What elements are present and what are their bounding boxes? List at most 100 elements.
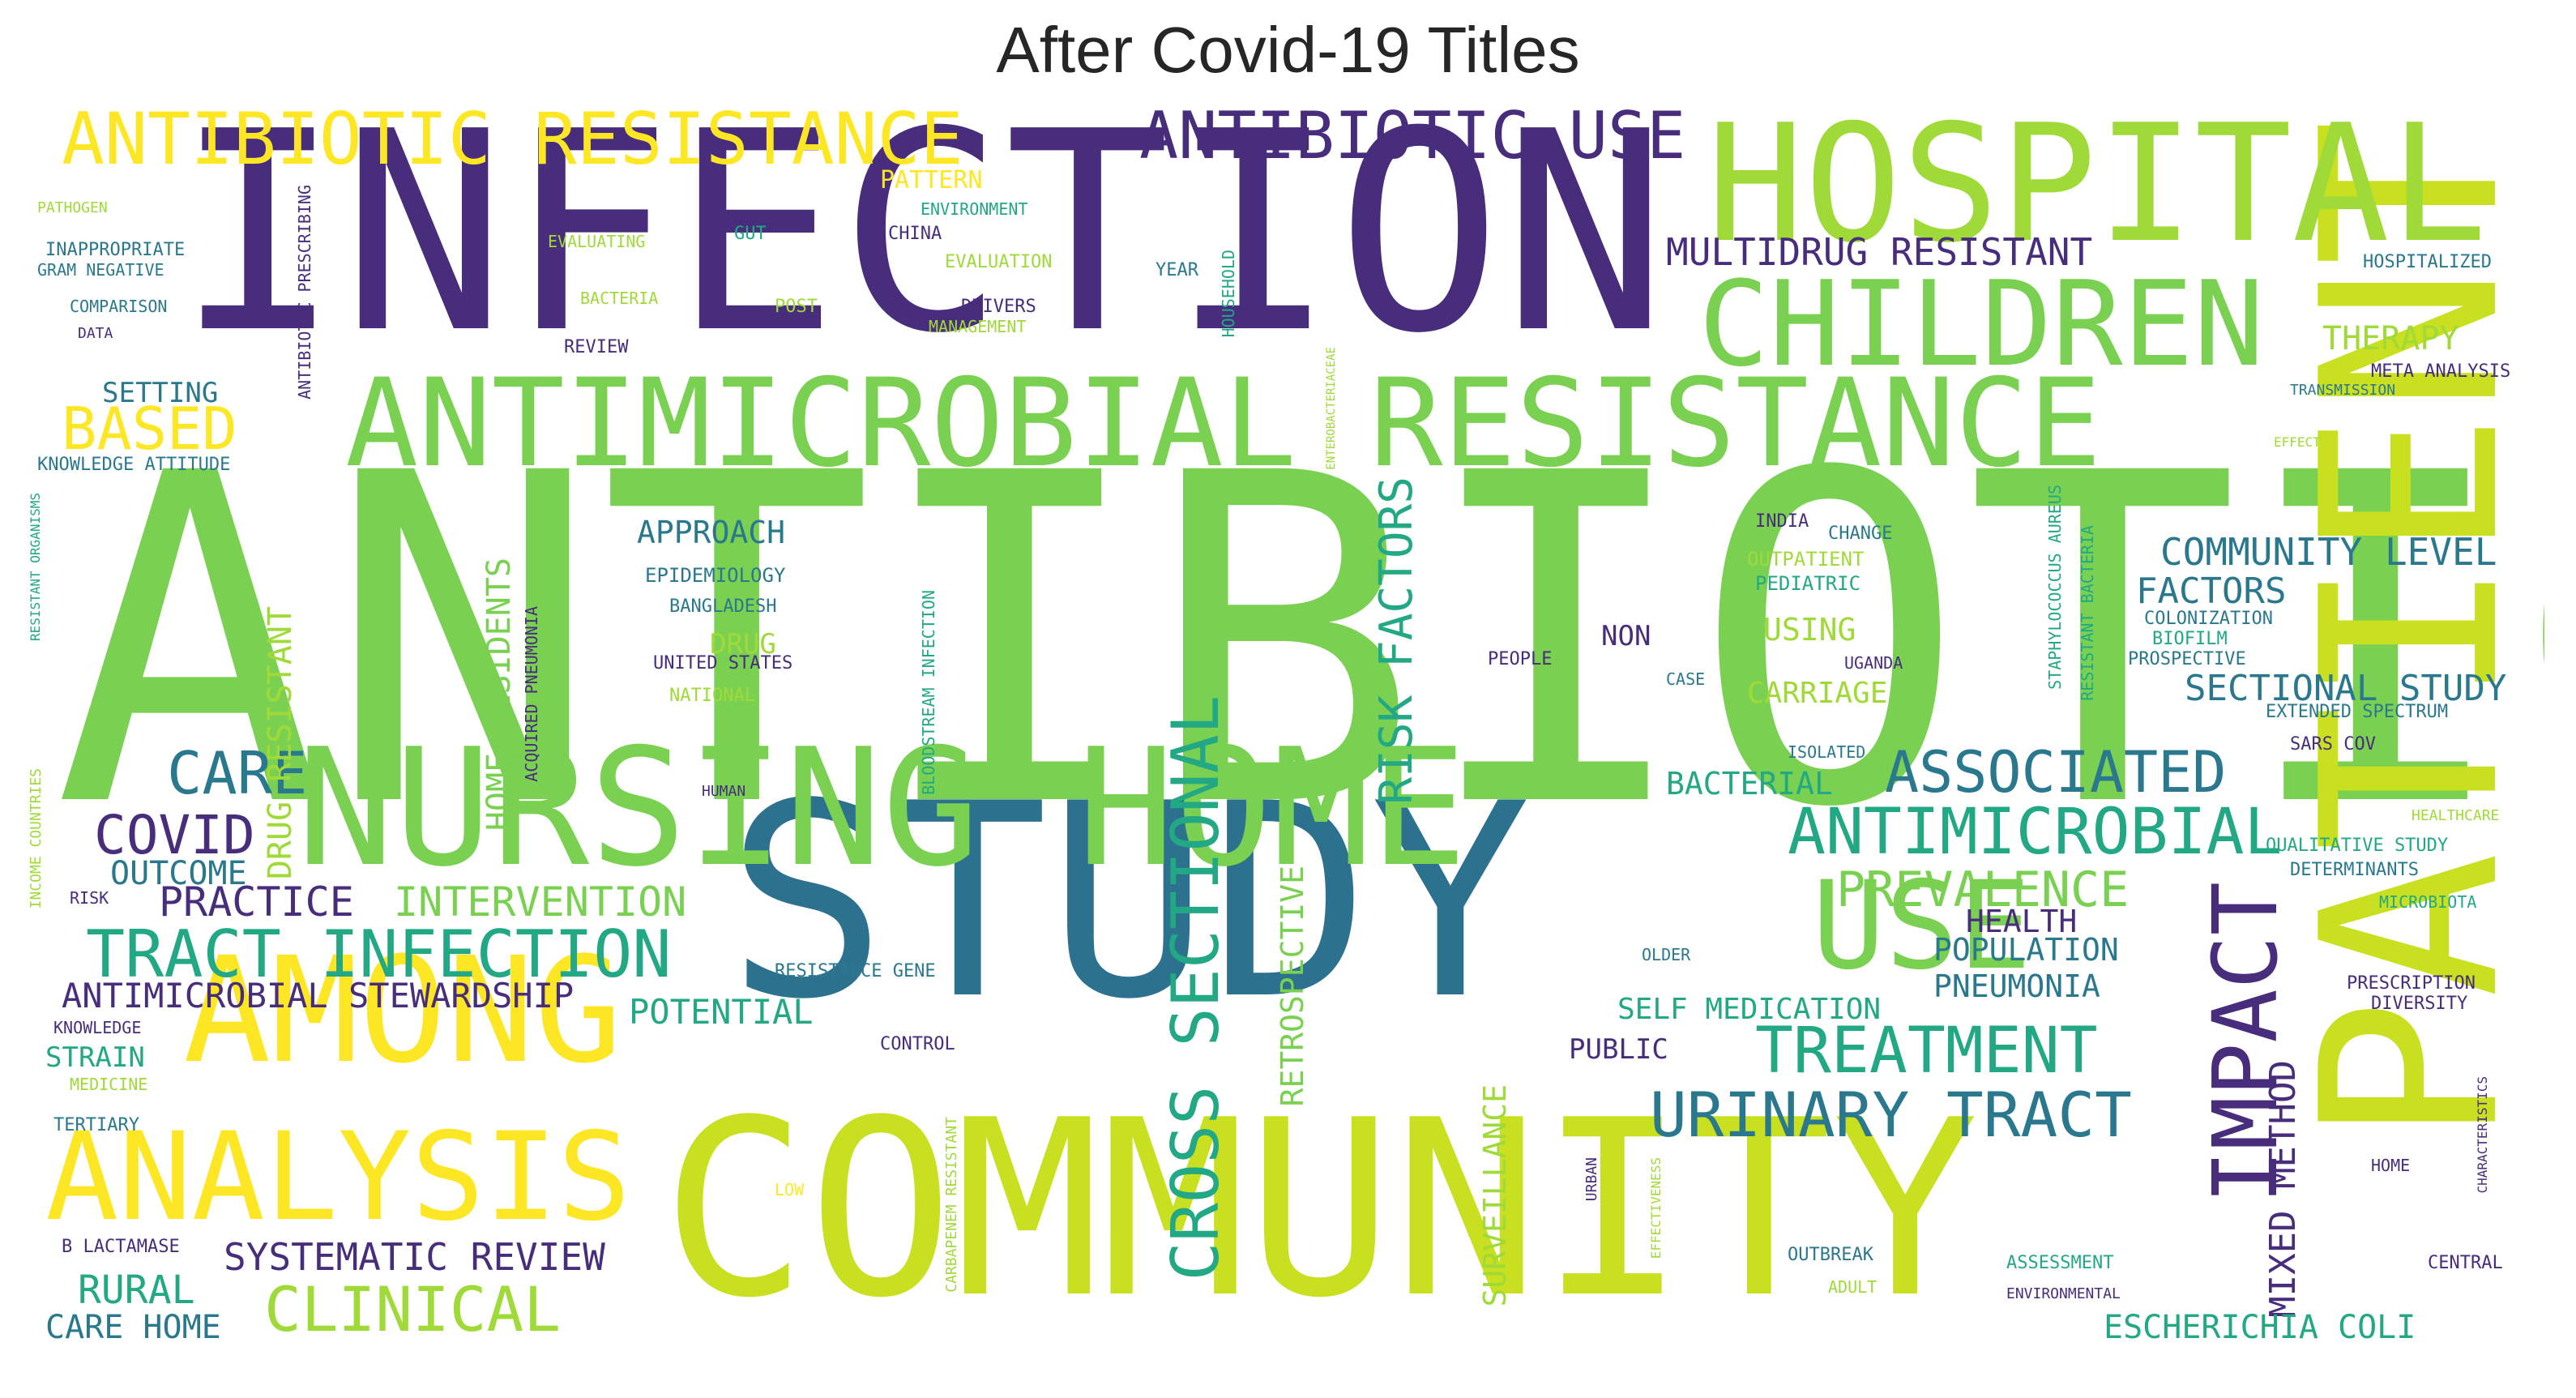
cloud-word: CHANGE: [1828, 524, 1893, 544]
cloud-word: SARS COV: [2290, 734, 2376, 755]
cloud-word: ISOLATED: [1788, 742, 1866, 762]
cloud-word: SYSTEMATIC REVIEW: [224, 1235, 605, 1279]
cloud-word: PEOPLE: [1488, 649, 1553, 669]
cloud-word: MANAGEMENT: [929, 317, 1027, 336]
cloud-word: PROSPECTIVE: [2128, 649, 2246, 669]
cloud-word: DRUG RESISTANT: [262, 606, 299, 880]
cloud-word: EXTENDED SPECTRUM: [2266, 702, 2449, 722]
cloud-word: COMMUNITY: [661, 1068, 1979, 1351]
cloud-word: COLONIZATION: [2144, 609, 2273, 629]
cloud-word: MULTIDRUG RESISTANT: [1666, 230, 2093, 274]
cloud-word: THERAPY: [2322, 320, 2459, 357]
cloud-word: NON: [1601, 620, 1651, 652]
cloud-word: EVALUATION: [945, 252, 1053, 272]
cloud-word: TERTIARY: [53, 1115, 139, 1135]
cloud-word: INFECTION: [175, 104, 1668, 394]
cloud-word: UNITED STATES: [653, 653, 793, 673]
cloud-word: HEALTHCARE: [2412, 807, 2500, 824]
cloud-word: POPULATION: [1933, 932, 2119, 968]
cloud-word: ASSOCIATED: [1885, 739, 2227, 806]
cloud-word: SELF MEDICATION: [1617, 993, 1882, 1026]
cloud-word: PATHOGEN: [37, 199, 108, 216]
cloud-word: TRANSMISSION: [2290, 382, 2396, 399]
cloud-word: ENVIRONMENT: [921, 199, 1028, 219]
cloud-word: STRAIN: [45, 1041, 145, 1074]
cloud-word: MICROBIOTA: [2379, 892, 2477, 912]
cloud-word: PUBLIC: [1569, 1033, 1668, 1066]
cloud-word: HOME RESIDENTS: [481, 558, 518, 832]
cloud-word: CROSS SECTIONAL: [1158, 695, 1233, 1281]
cloud-word: HUMAN: [702, 783, 746, 800]
cloud-word: MEDICINE: [70, 1075, 148, 1094]
cloud-word: RESISTANT ORGANISMS: [29, 493, 43, 642]
cloud-word: ANTIMICROBIAL: [1788, 796, 2283, 869]
cloud-word: PRESCRIPTION: [2347, 973, 2476, 994]
cloud-word: SECTIONAL STUDY: [2185, 668, 2507, 709]
cloud-word: BASED: [62, 395, 237, 463]
cloud-word: DRUG: [710, 628, 776, 661]
cloud-word: CARRIAGE: [1747, 677, 1888, 710]
cloud-word: ENVIRONMENTAL: [2006, 1285, 2121, 1302]
cloud-word: ANTIMICROBIAL STEWARDSHIP: [62, 976, 575, 1015]
cloud-word: CHILDREN: [1698, 256, 2265, 393]
cloud-word: MIXED METHOD: [2262, 1060, 2304, 1318]
cloud-word: ANTIMICROBIAL RESISTANCE: [345, 353, 2102, 494]
cloud-word: NATIONAL: [669, 686, 755, 706]
cloud-word: PATTERN: [880, 166, 983, 195]
cloud-word: RURAL: [78, 1268, 195, 1313]
cloud-word: BANGLADESH: [669, 596, 777, 617]
cloud-word: SETTING: [102, 377, 219, 409]
cloud-word: DIVERSITY: [2371, 994, 2468, 1014]
cloud-word: HOUSEHOLD: [1219, 250, 1238, 338]
cloud-word: CHINA: [888, 224, 942, 244]
cloud-word: COVID: [94, 804, 255, 866]
cloud-word: CONTROL: [880, 1034, 955, 1054]
cloud-word: ANALYSIS: [45, 1107, 631, 1248]
cloud-word: CARBAPENEM RESISTANT: [943, 1117, 960, 1293]
cloud-word: SURVEILLANCE: [1477, 1084, 1513, 1307]
cloud-word: RISK: [70, 888, 109, 908]
cloud-word: STUDY: [726, 746, 1532, 1058]
cloud-word: TRACT INFECTION: [86, 917, 672, 992]
cloud-word: ESCHERICHIA COLI: [2104, 1309, 2416, 1346]
cloud-word: ENTEROBACTERIACEAE: [1325, 347, 1338, 470]
cloud-word: CHARACTERISTICS: [2475, 1076, 2490, 1194]
cloud-word: OUTCOME: [110, 855, 247, 892]
cloud-word: QUALITATIVE STUDY: [2266, 836, 2449, 856]
cloud-word: POST: [775, 297, 818, 317]
cloud-word: COMMUNITY LEVEL: [2160, 530, 2497, 574]
cloud-word: KNOWLEDGE: [53, 1018, 142, 1037]
cloud-word: URBAN: [1583, 1157, 1600, 1202]
cloud-word: YEAR: [1156, 260, 1198, 280]
cloud-word: PREVALENCE: [1836, 861, 2130, 918]
cloud-word: ANTIBIOTIC: [53, 378, 2544, 907]
cloud-word: CARE HOME: [45, 1309, 221, 1346]
cloud-word: BIOFILM: [2152, 629, 2228, 649]
chart-title: After Covid-19 Titles: [996, 14, 1580, 86]
cloud-word: URINARY TRACT: [1650, 1079, 2132, 1151]
cloud-word: CENTRAL: [2428, 1253, 2503, 1273]
cloud-word: ADULT: [1828, 1277, 1878, 1297]
cloud-word: STAPHYLOCOCCUS AUREUS: [2045, 485, 2065, 690]
cloud-word: INTERVENTION: [394, 879, 687, 926]
cloud-word: OUTBREAK: [1788, 1245, 1873, 1265]
cloud-word: HOSPITAL: [1707, 104, 2488, 279]
cloud-word: RETROSPECTIVE: [1275, 866, 1310, 1107]
cloud-word: BACTERIA: [580, 289, 659, 308]
cloud-word: CARE: [167, 739, 308, 807]
cloud-word: OUTPATIENT: [1747, 548, 1865, 571]
cloud-word: EVALUATING: [548, 232, 646, 251]
cloud-word: ANTIBIOTIC USE: [1139, 104, 1686, 173]
cloud-word: B LACTAMASE: [62, 1237, 180, 1257]
cloud-word: UGANDA: [1844, 653, 1903, 673]
cloud-word: HOSPITALIZED: [2363, 252, 2492, 272]
cloud-word: ASSESSMENT: [2006, 1253, 2114, 1273]
cloud-word: CLINICAL: [264, 1273, 562, 1345]
cloud-word: EFFECT: [2274, 434, 2321, 450]
cloud-word: ANTIBIOTIC RESISTANCE: [62, 104, 963, 181]
cloud-word: RISK FACTORS: [1370, 477, 1423, 805]
cloud-word: USE: [1812, 856, 2031, 997]
cloud-word: META ANALYSIS: [2371, 361, 2511, 382]
cloud-word: AMONG: [183, 926, 622, 1096]
cloud-word: DATA: [78, 325, 113, 342]
